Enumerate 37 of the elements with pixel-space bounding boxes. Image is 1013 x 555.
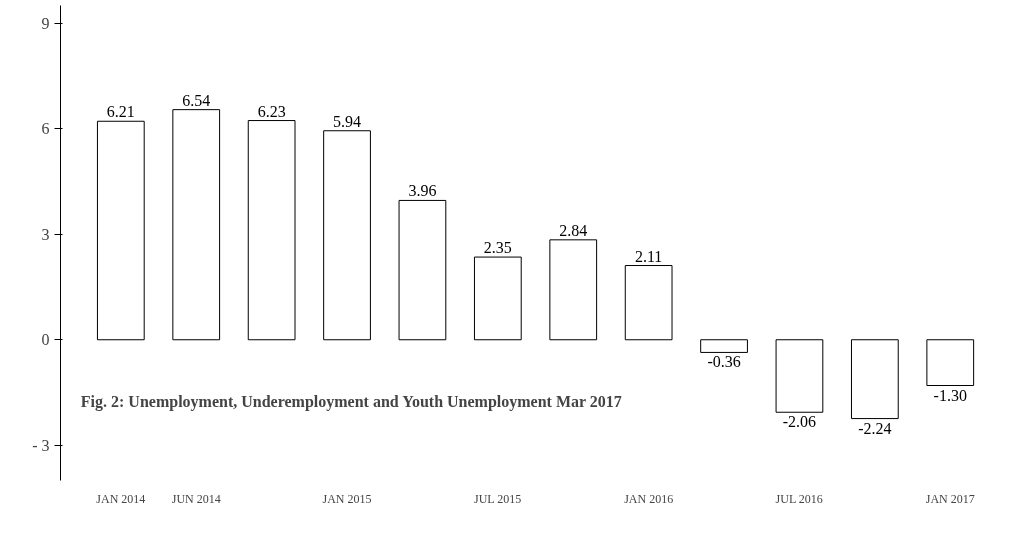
data-label: -2.24 — [858, 419, 892, 437]
y-tick-label: 6 — [41, 120, 50, 138]
bar — [323, 130, 371, 341]
data-label: 2.11 — [634, 247, 663, 265]
data-label: 5.94 — [333, 112, 362, 130]
x-tick-label: JAN 2015 — [322, 491, 372, 506]
y-tick-label: - 3 — [32, 436, 50, 454]
data-label: 2.35 — [483, 239, 512, 257]
bar — [473, 256, 522, 341]
bar — [850, 339, 899, 420]
bar — [775, 339, 824, 413]
bar — [96, 120, 145, 341]
y-tick-label: 3 — [41, 225, 50, 243]
data-label: 6.54 — [182, 91, 211, 109]
x-tick-label: JAN 2014 — [96, 491, 146, 506]
y-tick-label: 9 — [41, 14, 50, 32]
bar — [700, 339, 748, 353]
bar — [247, 120, 296, 341]
data-label: 6.21 — [106, 103, 135, 121]
x-tick-label: JAN 2017 — [925, 491, 975, 506]
x-tick-label: JAN 2016 — [624, 491, 674, 506]
y-tick-label: 0 — [41, 331, 50, 349]
x-tick-label: JUL 2015 — [474, 491, 522, 506]
data-label: -2.06 — [782, 413, 817, 431]
x-tick-label: JUN 2014 — [171, 491, 221, 506]
data-label: 3.96 — [408, 182, 437, 200]
bar — [398, 199, 447, 341]
data-label: -0.36 — [707, 353, 741, 371]
annotation: Fig. 2: Unemployment, Underemployment and Youth Unemployment Mar 2017 — [80, 393, 622, 412]
data-label: -1.30 — [933, 386, 967, 404]
bar — [549, 239, 598, 341]
bar — [624, 265, 673, 341]
data-label: 6.23 — [257, 102, 286, 120]
bar — [926, 339, 975, 386]
bar — [172, 109, 221, 341]
data-label: 2.84 — [559, 221, 588, 239]
x-tick-label: JUL 2016 — [775, 491, 823, 506]
